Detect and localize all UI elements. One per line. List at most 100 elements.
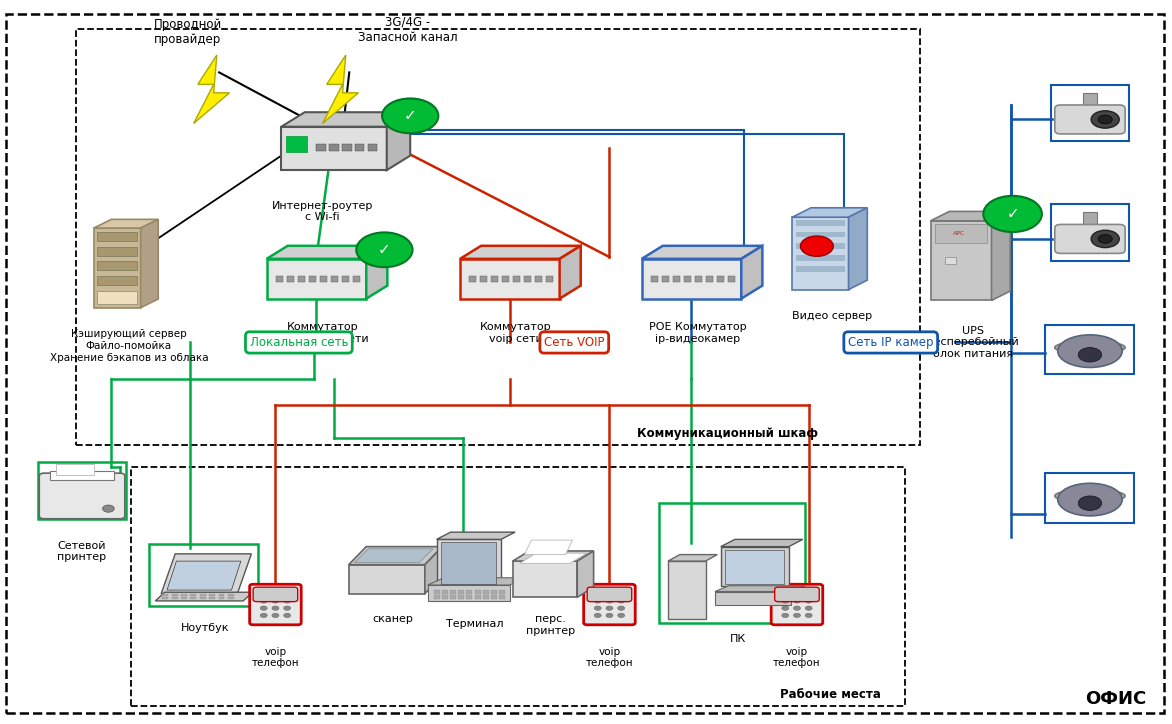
FancyBboxPatch shape (1083, 212, 1097, 228)
Text: перс.
принтер: перс. принтер (526, 614, 575, 636)
FancyBboxPatch shape (458, 590, 464, 594)
Text: Терминал: Терминал (445, 619, 504, 629)
Polygon shape (992, 211, 1010, 300)
Polygon shape (741, 246, 762, 298)
Polygon shape (931, 211, 1010, 221)
Circle shape (356, 232, 413, 267)
FancyBboxPatch shape (199, 597, 206, 599)
Circle shape (618, 599, 625, 603)
FancyBboxPatch shape (210, 594, 216, 596)
Circle shape (793, 606, 800, 610)
FancyBboxPatch shape (172, 597, 178, 599)
Circle shape (284, 606, 291, 610)
FancyBboxPatch shape (706, 276, 713, 282)
Polygon shape (725, 550, 784, 584)
Text: сканер: сканер (373, 614, 413, 624)
Text: 3G/4G -
Запасной канал: 3G/4G - Запасной канал (357, 16, 458, 44)
Circle shape (260, 606, 267, 610)
FancyBboxPatch shape (277, 276, 284, 282)
Text: Сеть VOIP: Сеть VOIP (544, 336, 605, 349)
Polygon shape (141, 219, 158, 308)
Circle shape (1078, 496, 1102, 510)
FancyBboxPatch shape (49, 471, 115, 479)
Circle shape (1091, 111, 1119, 128)
FancyBboxPatch shape (584, 584, 635, 625)
FancyBboxPatch shape (97, 276, 137, 285)
Polygon shape (425, 547, 443, 594)
Polygon shape (349, 565, 425, 594)
FancyBboxPatch shape (796, 255, 845, 261)
Text: Коммуникационный шкаф: Коммуникационный шкаф (638, 427, 818, 440)
Circle shape (805, 613, 812, 618)
FancyBboxPatch shape (491, 590, 497, 594)
Text: POE Коммутатор
ip-видеокамер: POE Коммутатор ip-видеокамер (648, 322, 747, 344)
FancyBboxPatch shape (182, 594, 188, 596)
FancyBboxPatch shape (475, 595, 481, 599)
FancyBboxPatch shape (475, 590, 481, 594)
FancyBboxPatch shape (287, 276, 294, 282)
FancyBboxPatch shape (481, 276, 488, 282)
FancyBboxPatch shape (450, 590, 456, 594)
FancyBboxPatch shape (342, 144, 352, 151)
Text: UPS
Бесперебойный
блок питания: UPS Бесперебойный блок питания (926, 326, 1020, 359)
Text: Интернет-роутер
с Wi-fi: Интернет-роутер с Wi-fi (272, 201, 373, 222)
Text: APC: APC (953, 232, 965, 236)
FancyBboxPatch shape (320, 276, 327, 282)
FancyBboxPatch shape (56, 464, 94, 475)
FancyBboxPatch shape (442, 590, 448, 594)
Polygon shape (525, 540, 573, 555)
Circle shape (594, 613, 601, 618)
FancyBboxPatch shape (503, 276, 510, 282)
FancyBboxPatch shape (97, 261, 137, 270)
Polygon shape (94, 219, 158, 228)
Ellipse shape (1055, 341, 1125, 354)
FancyBboxPatch shape (286, 136, 307, 152)
FancyBboxPatch shape (298, 276, 305, 282)
FancyBboxPatch shape (253, 587, 298, 602)
Circle shape (618, 606, 625, 610)
Polygon shape (281, 112, 410, 127)
FancyBboxPatch shape (40, 473, 125, 518)
Polygon shape (520, 553, 587, 563)
Polygon shape (267, 246, 387, 259)
FancyBboxPatch shape (162, 594, 169, 596)
FancyBboxPatch shape (587, 587, 632, 602)
Circle shape (103, 505, 115, 513)
Polygon shape (281, 127, 387, 170)
Polygon shape (715, 586, 805, 592)
Polygon shape (349, 547, 443, 565)
Circle shape (782, 613, 789, 618)
Text: Сетевой
принтер: Сетевой принтер (57, 541, 107, 563)
Polygon shape (366, 246, 387, 298)
FancyBboxPatch shape (182, 597, 188, 599)
FancyBboxPatch shape (329, 144, 339, 151)
Circle shape (1098, 235, 1112, 243)
Text: voip
телефон: voip телефон (586, 647, 633, 668)
Circle shape (782, 599, 789, 603)
FancyBboxPatch shape (728, 276, 735, 282)
Text: Рабочие места: Рабочие места (781, 688, 881, 701)
Circle shape (1098, 115, 1112, 124)
FancyBboxPatch shape (673, 276, 680, 282)
Circle shape (272, 599, 279, 603)
Polygon shape (792, 208, 867, 217)
Text: Ноутбук: Ноутбук (180, 623, 230, 633)
FancyBboxPatch shape (250, 584, 301, 625)
FancyBboxPatch shape (483, 590, 489, 594)
FancyBboxPatch shape (796, 243, 845, 249)
Polygon shape (513, 551, 594, 561)
Circle shape (1078, 348, 1102, 362)
FancyBboxPatch shape (499, 595, 505, 599)
Circle shape (618, 613, 625, 618)
Text: Коммутатор
локальной сети: Коммутатор локальной сети (275, 322, 369, 344)
Polygon shape (459, 246, 581, 259)
FancyBboxPatch shape (458, 595, 464, 599)
FancyBboxPatch shape (491, 595, 497, 599)
Circle shape (793, 599, 800, 603)
Polygon shape (642, 246, 762, 259)
Text: Проводной
провайдер: Проводной провайдер (154, 18, 222, 46)
Circle shape (382, 98, 438, 133)
Polygon shape (560, 246, 581, 298)
FancyBboxPatch shape (684, 276, 691, 282)
FancyBboxPatch shape (316, 144, 326, 151)
